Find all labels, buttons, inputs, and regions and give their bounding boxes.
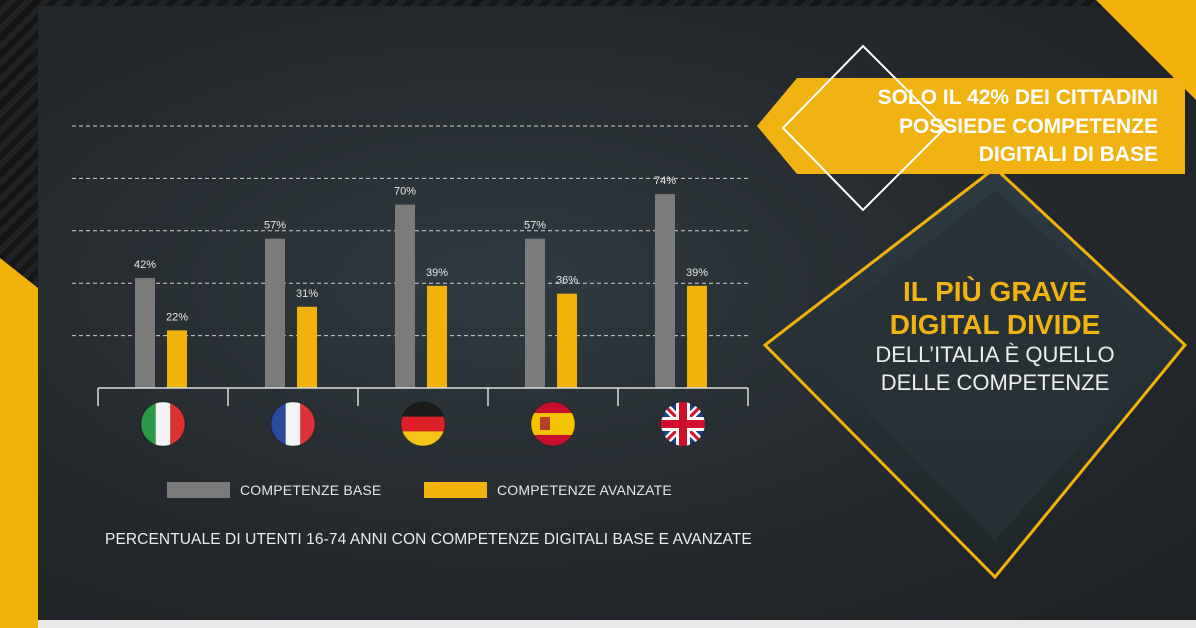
bar-avanzate-4	[687, 285, 707, 388]
banner-line-1: SOLO IL 42% DEI CITTADINI	[877, 86, 1158, 109]
data-label: 39%	[686, 267, 708, 279]
flag-ring	[400, 401, 446, 447]
bar-base-0	[135, 277, 155, 388]
bar-base-3	[525, 238, 545, 388]
legend-avanzate: COMPETENZE AVANZATE	[424, 482, 672, 498]
data-label: 57%	[264, 220, 286, 232]
data-label: 70%	[394, 186, 416, 198]
corner-accent-bottom-left	[0, 258, 38, 628]
uk-flag-icon	[661, 402, 705, 446]
data-label: 36%	[556, 275, 578, 287]
bar-avanzate-1	[297, 306, 317, 388]
headline-line-3: DELL’ITALIA È QUELLO	[875, 342, 1115, 367]
bar-base-1	[265, 238, 285, 388]
data-label: 31%	[296, 288, 318, 300]
headline-line-1: IL PIÙ GRAVE	[902, 276, 1088, 307]
data-label: 57%	[524, 220, 546, 232]
legend-base-swatch	[167, 482, 230, 498]
banner-text: SOLO IL 42% DEI CITTADINI POSSIEDE COMPE…	[798, 84, 1158, 170]
flag-ring	[530, 401, 576, 447]
headline-line-2: DIGITAL DIVIDE	[889, 309, 1101, 340]
bar-avanzate-3	[557, 293, 577, 388]
bar-base-2	[395, 204, 415, 388]
legend-avanzate-swatch	[424, 482, 487, 498]
data-label: 42%	[134, 259, 156, 271]
banner-line-3: DIGITALI DI BASE	[978, 143, 1158, 166]
headline-line-4: DELLE COMPETENZE	[880, 370, 1110, 395]
germany-flag-icon	[401, 402, 445, 446]
bottom-strip	[38, 620, 1196, 628]
spain-flag-icon	[531, 402, 575, 446]
bar-base-4	[655, 194, 675, 388]
legend-base-label: COMPETENZE BASE	[240, 482, 382, 498]
banner-line-2: POSSIEDE COMPETENZE	[898, 114, 1158, 138]
data-label: 74%	[654, 175, 676, 187]
data-label: 39%	[426, 267, 448, 279]
legend-base: COMPETENZE BASE	[167, 482, 381, 498]
bar-avanzate-0	[167, 330, 187, 388]
bar-avanzate-2	[427, 285, 447, 388]
italy-flag-icon	[141, 402, 185, 446]
flag-ring	[660, 401, 706, 447]
chart-subtitle: PERCENTUALE DI UTENTI 16-74 ANNI CON COM…	[105, 531, 752, 548]
inner-diamond	[800, 190, 1170, 540]
banner-background	[757, 78, 1185, 174]
flag-ring	[140, 401, 186, 447]
headline: IL PIÙ GRAVE DIGITAL DIVIDE DELL’ITALIA …	[850, 275, 1140, 397]
chart-bars	[135, 194, 707, 388]
data-label: 22%	[166, 311, 188, 323]
flag-ring	[270, 401, 316, 447]
legend-avanzate-label: COMPETENZE AVANZATE	[497, 482, 672, 498]
chart-data-labels: 42% 22% 57% 31% 70% 39% 57% 36% 74% 39%	[134, 175, 708, 323]
france-flag-icon	[271, 402, 315, 446]
chart-x-axis	[97, 387, 749, 406]
chart-flags	[140, 401, 706, 447]
